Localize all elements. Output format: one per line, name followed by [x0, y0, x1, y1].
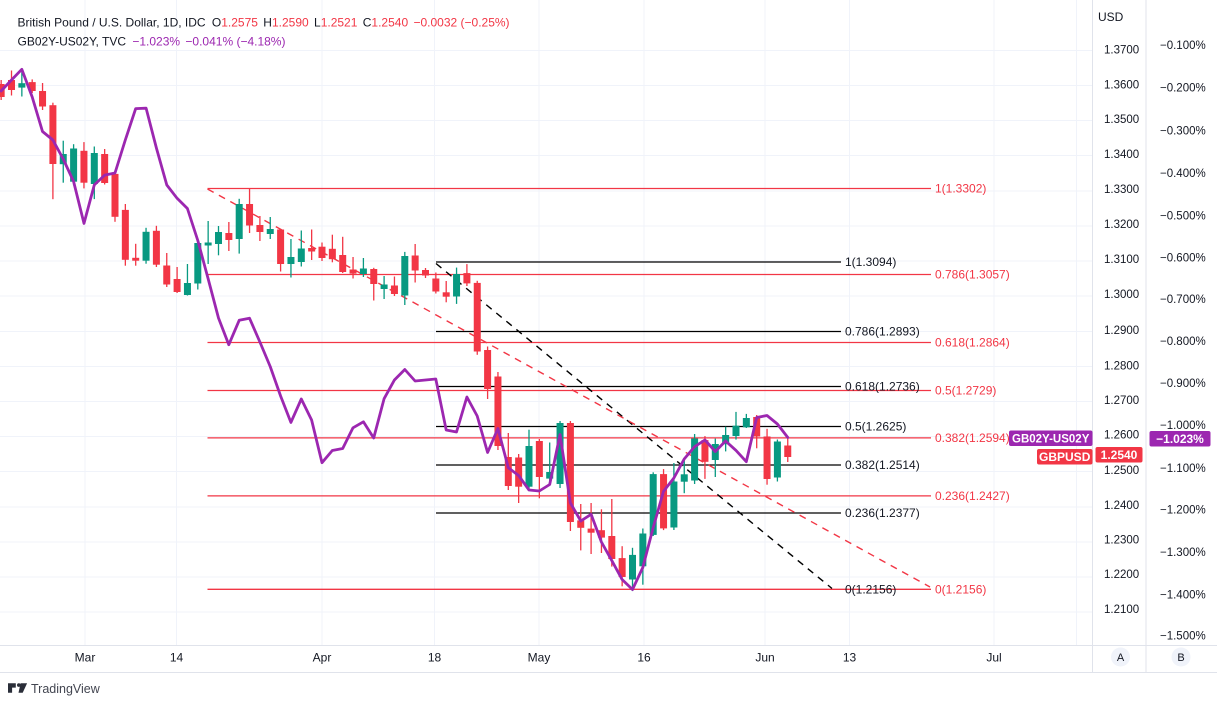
- svg-text:1.2800: 1.2800: [1104, 361, 1139, 373]
- svg-text:1.2300: 1.2300: [1104, 535, 1139, 547]
- svg-text:−0.500%: −0.500%: [1160, 211, 1206, 223]
- svg-text:0.786(1.3057): 0.786(1.3057): [935, 268, 1010, 282]
- svg-text:−0.300%: −0.300%: [1160, 126, 1206, 138]
- svg-text:0(1.2156): 0(1.2156): [935, 583, 986, 597]
- svg-text:16: 16: [637, 651, 651, 665]
- svg-text:−0.700%: −0.700%: [1160, 294, 1206, 306]
- svg-text:1.2100: 1.2100: [1104, 604, 1139, 616]
- svg-text:−1.100%: −1.100%: [1160, 463, 1206, 475]
- svg-text:0.5(1.2729): 0.5(1.2729): [935, 384, 996, 398]
- svg-text:−0.100%: −0.100%: [1160, 40, 1206, 52]
- svg-text:1.2700: 1.2700: [1104, 395, 1139, 407]
- svg-text:−1.023%: −1.023%: [1156, 432, 1204, 446]
- svg-text:May: May: [528, 651, 551, 665]
- svg-text:0.382(1.2594): 0.382(1.2594): [935, 431, 1010, 445]
- svg-text:1.3000: 1.3000: [1104, 289, 1139, 301]
- svg-text:18: 18: [428, 651, 442, 665]
- svg-text:Jul: Jul: [986, 651, 1001, 665]
- svg-text:1.2900: 1.2900: [1104, 325, 1139, 337]
- svg-text:GB02Y-US02Y, TVC −1.023% −0.0: GB02Y-US02Y, TVC −1.023% −0.041% (−4.18%…: [18, 35, 286, 49]
- svg-text:13: 13: [843, 651, 857, 665]
- svg-text:−0.200%: −0.200%: [1160, 83, 1206, 95]
- svg-text:−1.200%: −1.200%: [1160, 505, 1206, 517]
- svg-text:0.236(1.2427): 0.236(1.2427): [935, 489, 1010, 503]
- svg-text:1.2600: 1.2600: [1104, 430, 1139, 442]
- svg-text:1.2400: 1.2400: [1104, 500, 1139, 512]
- svg-text:1.3100: 1.3100: [1104, 254, 1139, 266]
- svg-text:0.618(1.2736): 0.618(1.2736): [845, 380, 920, 394]
- svg-text:British Pound / U.S. Dollar, 1: British Pound / U.S. Dollar, 1D, IDC O1.…: [18, 16, 510, 30]
- svg-text:1.2540: 1.2540: [1101, 448, 1138, 462]
- svg-text:1.3500: 1.3500: [1104, 114, 1139, 126]
- svg-text:−1.400%: −1.400%: [1160, 590, 1206, 602]
- svg-text:1.3600: 1.3600: [1104, 80, 1139, 92]
- svg-text:−0.400%: −0.400%: [1160, 168, 1206, 180]
- svg-text:−1.000%: −1.000%: [1160, 420, 1206, 432]
- svg-text:0.786(1.2893): 0.786(1.2893): [845, 325, 920, 339]
- svg-text:1(1.3094): 1(1.3094): [845, 255, 896, 269]
- svg-text:Apr: Apr: [313, 651, 332, 665]
- svg-text:−0.600%: −0.600%: [1160, 253, 1206, 265]
- svg-text:1.3200: 1.3200: [1104, 219, 1139, 231]
- svg-text:GBPUSD: GBPUSD: [1039, 450, 1091, 464]
- svg-text:−1.500%: −1.500%: [1160, 631, 1206, 643]
- svg-text:1.2200: 1.2200: [1104, 569, 1139, 581]
- svg-text:1.2500: 1.2500: [1104, 465, 1139, 477]
- svg-text:GB02Y-US02Y: GB02Y-US02Y: [1012, 434, 1090, 446]
- svg-text:0.5(1.2625): 0.5(1.2625): [845, 420, 906, 434]
- svg-text:Mar: Mar: [75, 651, 96, 665]
- svg-text:A: A: [1117, 652, 1125, 664]
- svg-text:1.3400: 1.3400: [1104, 149, 1139, 161]
- svg-text:B: B: [1177, 652, 1184, 664]
- svg-text:14: 14: [170, 651, 184, 665]
- svg-text:−1.300%: −1.300%: [1160, 547, 1206, 559]
- svg-text:1.3300: 1.3300: [1104, 184, 1139, 196]
- svg-text:Jun: Jun: [755, 651, 774, 665]
- svg-text:1(1.3302): 1(1.3302): [935, 182, 986, 196]
- svg-text:0.618(1.2864): 0.618(1.2864): [935, 336, 1010, 350]
- svg-text:−0.800%: −0.800%: [1160, 336, 1206, 348]
- svg-text:1.3700: 1.3700: [1104, 45, 1139, 57]
- svg-text:0.382(1.2514): 0.382(1.2514): [845, 458, 920, 472]
- svg-text:0.236(1.2377): 0.236(1.2377): [845, 506, 920, 520]
- svg-text:USD: USD: [1098, 10, 1124, 24]
- svg-text:−0.900%: −0.900%: [1160, 378, 1206, 390]
- svg-text:TradingView: TradingView: [31, 682, 101, 696]
- svg-text:0(1.2156): 0(1.2156): [845, 583, 896, 597]
